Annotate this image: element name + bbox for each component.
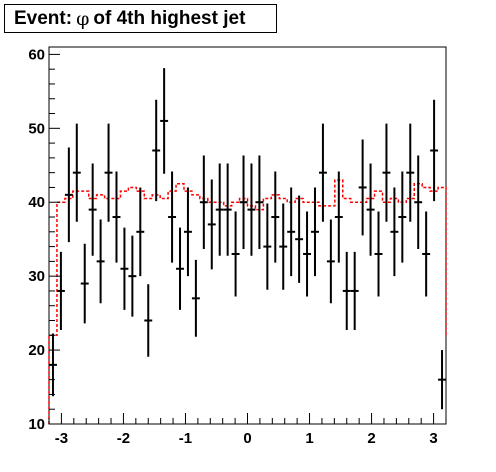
data-point <box>366 163 375 256</box>
data-point <box>247 163 256 256</box>
data-point <box>64 147 73 243</box>
data-points <box>49 68 446 410</box>
data-point <box>168 171 177 263</box>
x-tick-label: -2 <box>117 430 130 447</box>
data-point <box>96 219 105 304</box>
data-point <box>318 123 327 222</box>
data-point <box>136 187 145 277</box>
y-tick-label: 60 <box>28 46 45 63</box>
data-point <box>271 171 280 263</box>
data-point <box>80 243 89 324</box>
data-point <box>334 171 343 263</box>
data-point <box>287 187 296 277</box>
data-point <box>263 203 272 290</box>
data-point <box>303 211 312 297</box>
data-point <box>160 68 169 174</box>
data-point <box>215 163 224 256</box>
data-point <box>112 171 121 263</box>
data-point <box>430 99 439 202</box>
x-tick-label: 3 <box>429 430 437 447</box>
y-tick-label: 10 <box>28 416 45 433</box>
reference-step-line <box>48 179 447 424</box>
x-tick-label: -1 <box>179 430 192 447</box>
data-point <box>128 235 137 317</box>
data-point <box>120 227 129 310</box>
data-point <box>191 259 200 337</box>
data-point <box>231 211 240 297</box>
data-point <box>342 251 351 331</box>
reference-histogram <box>48 179 447 424</box>
data-point <box>207 179 216 270</box>
x-tick-label: -3 <box>55 430 68 447</box>
data-point <box>295 195 304 283</box>
x-tick-label: 1 <box>305 430 313 447</box>
data-point <box>422 211 431 297</box>
y-tick-label: 20 <box>28 342 45 359</box>
data-point <box>255 155 264 249</box>
data-point <box>152 99 161 202</box>
data-point <box>438 350 446 410</box>
data-point <box>374 211 383 297</box>
x-tick-label: 2 <box>367 430 375 447</box>
axes: 10 20 30 40 50 60 -3 -2 -1 0 1 2 3 <box>28 46 447 447</box>
data-point <box>72 123 81 222</box>
data-point <box>358 139 367 236</box>
data-point <box>239 155 248 249</box>
chart-title-box: Event: φ of 4th highest jet <box>4 4 277 33</box>
data-point <box>350 251 359 331</box>
y-tick-label: 40 <box>28 194 45 211</box>
y-tick-label: 30 <box>28 268 45 285</box>
data-point <box>398 171 407 263</box>
data-point <box>88 163 97 256</box>
x-tick-label: 0 <box>243 430 251 447</box>
data-point <box>104 123 113 222</box>
data-point <box>406 123 415 222</box>
data-point <box>414 155 423 249</box>
data-point <box>199 155 208 249</box>
data-point <box>223 163 232 256</box>
data-point <box>144 284 153 357</box>
plot-frame <box>48 46 447 425</box>
data-point <box>311 187 319 277</box>
data-point <box>279 203 288 290</box>
data-point <box>382 123 391 222</box>
data-point <box>390 187 399 277</box>
chart-title-suffix: of 4th highest jet <box>93 7 246 29</box>
y-tick-label: 50 <box>28 120 45 137</box>
data-point <box>326 219 335 304</box>
data-point <box>56 251 65 331</box>
chart-title-prefix: Event: <box>14 7 73 29</box>
chart-title-phi-symbol: φ <box>76 7 90 30</box>
data-point <box>183 187 192 277</box>
data-point <box>176 227 184 310</box>
